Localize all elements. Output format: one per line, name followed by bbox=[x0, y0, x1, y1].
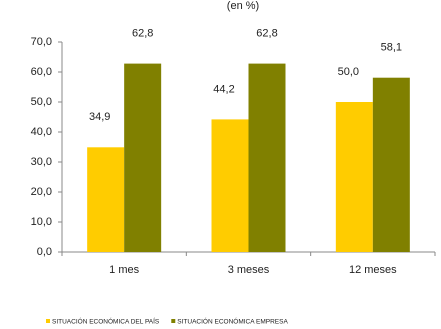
y-tick-label: 50,0 bbox=[31, 96, 52, 108]
data-label: 50,0 bbox=[338, 66, 359, 78]
y-tick-label: 70,0 bbox=[31, 36, 52, 48]
legend-label: SITUACIÓN ECONÓMICA EMPRESA bbox=[177, 317, 288, 326]
x-tick-label: 12 meses bbox=[349, 264, 397, 276]
legend-swatch bbox=[171, 319, 176, 323]
bar bbox=[211, 119, 249, 253]
data-label: 62,8 bbox=[132, 28, 153, 40]
y-tick-label: 10,0 bbox=[31, 216, 52, 228]
bar bbox=[124, 63, 162, 252]
data-label: 62,8 bbox=[256, 28, 277, 40]
y-tick-label: 20,0 bbox=[31, 186, 52, 198]
y-tick-label: 30,0 bbox=[31, 156, 52, 168]
y-tick-label: 60,0 bbox=[31, 66, 52, 78]
bar bbox=[372, 77, 410, 252]
bar bbox=[335, 102, 373, 252]
bar bbox=[87, 147, 125, 252]
y-tick-label: 0,0 bbox=[37, 246, 52, 258]
data-label: 58,1 bbox=[381, 42, 402, 54]
bar bbox=[248, 63, 286, 252]
data-label: 34,9 bbox=[89, 111, 110, 123]
y-tick-label: 40,0 bbox=[31, 126, 52, 138]
x-tick-label: 3 meses bbox=[228, 264, 270, 276]
legend-swatch bbox=[46, 319, 50, 323]
x-tick-label: 1 mes bbox=[109, 264, 139, 276]
legend-label: SITUACIÓN ECONÓMICA DEL PAÍS bbox=[52, 317, 160, 326]
chart-title: (en %) bbox=[227, 0, 259, 12]
data-label: 44,2 bbox=[213, 83, 234, 95]
